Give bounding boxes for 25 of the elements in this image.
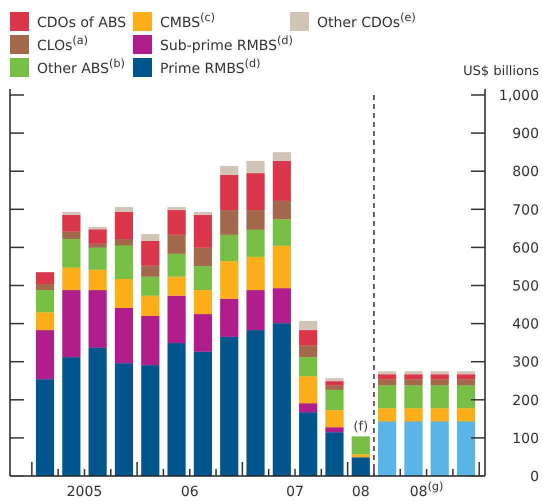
y-tick-label: 300 (512, 354, 539, 371)
text: 08 (352, 484, 370, 500)
legend-label: Other CDOs$^{(e)}$ (317, 10, 416, 31)
y-tick-label: 1,000 (498, 88, 539, 104)
annotation: (f) (353, 419, 368, 434)
y-tick-label: 200 (512, 392, 539, 409)
text: 2005 (66, 484, 102, 500)
text: 07 (286, 484, 304, 500)
y-tick-label: 500 (512, 278, 539, 294)
y-tick-label: 0 (530, 469, 539, 485)
text: 08$^{(g)}$ (410, 480, 444, 500)
legend-label: Other ABS$^{(b)}$ (37, 56, 125, 77)
y-tick-label: 600 (512, 240, 539, 256)
y-tick-label: 900 (512, 126, 539, 142)
legend-label: CDOs of ABS (37, 15, 126, 31)
legend-label: Sub-prime RMBS$^{(d)}$ (160, 34, 293, 54)
legend-label: Prime RMBS$^{(d)}$ (160, 56, 260, 77)
y-tick-label: 400 (512, 316, 539, 333)
y-tick-label: 700 (512, 202, 539, 218)
y-axis-title: US$ billions (463, 64, 540, 79)
legend-label: CMBS$^{(c)}$ (160, 10, 215, 31)
text: 06 (180, 484, 199, 500)
legend-label: CLOs$^{(a)}$ (37, 34, 88, 54)
y-tick-label: 800 (512, 164, 539, 180)
y-tick-label: 100 (512, 430, 539, 447)
